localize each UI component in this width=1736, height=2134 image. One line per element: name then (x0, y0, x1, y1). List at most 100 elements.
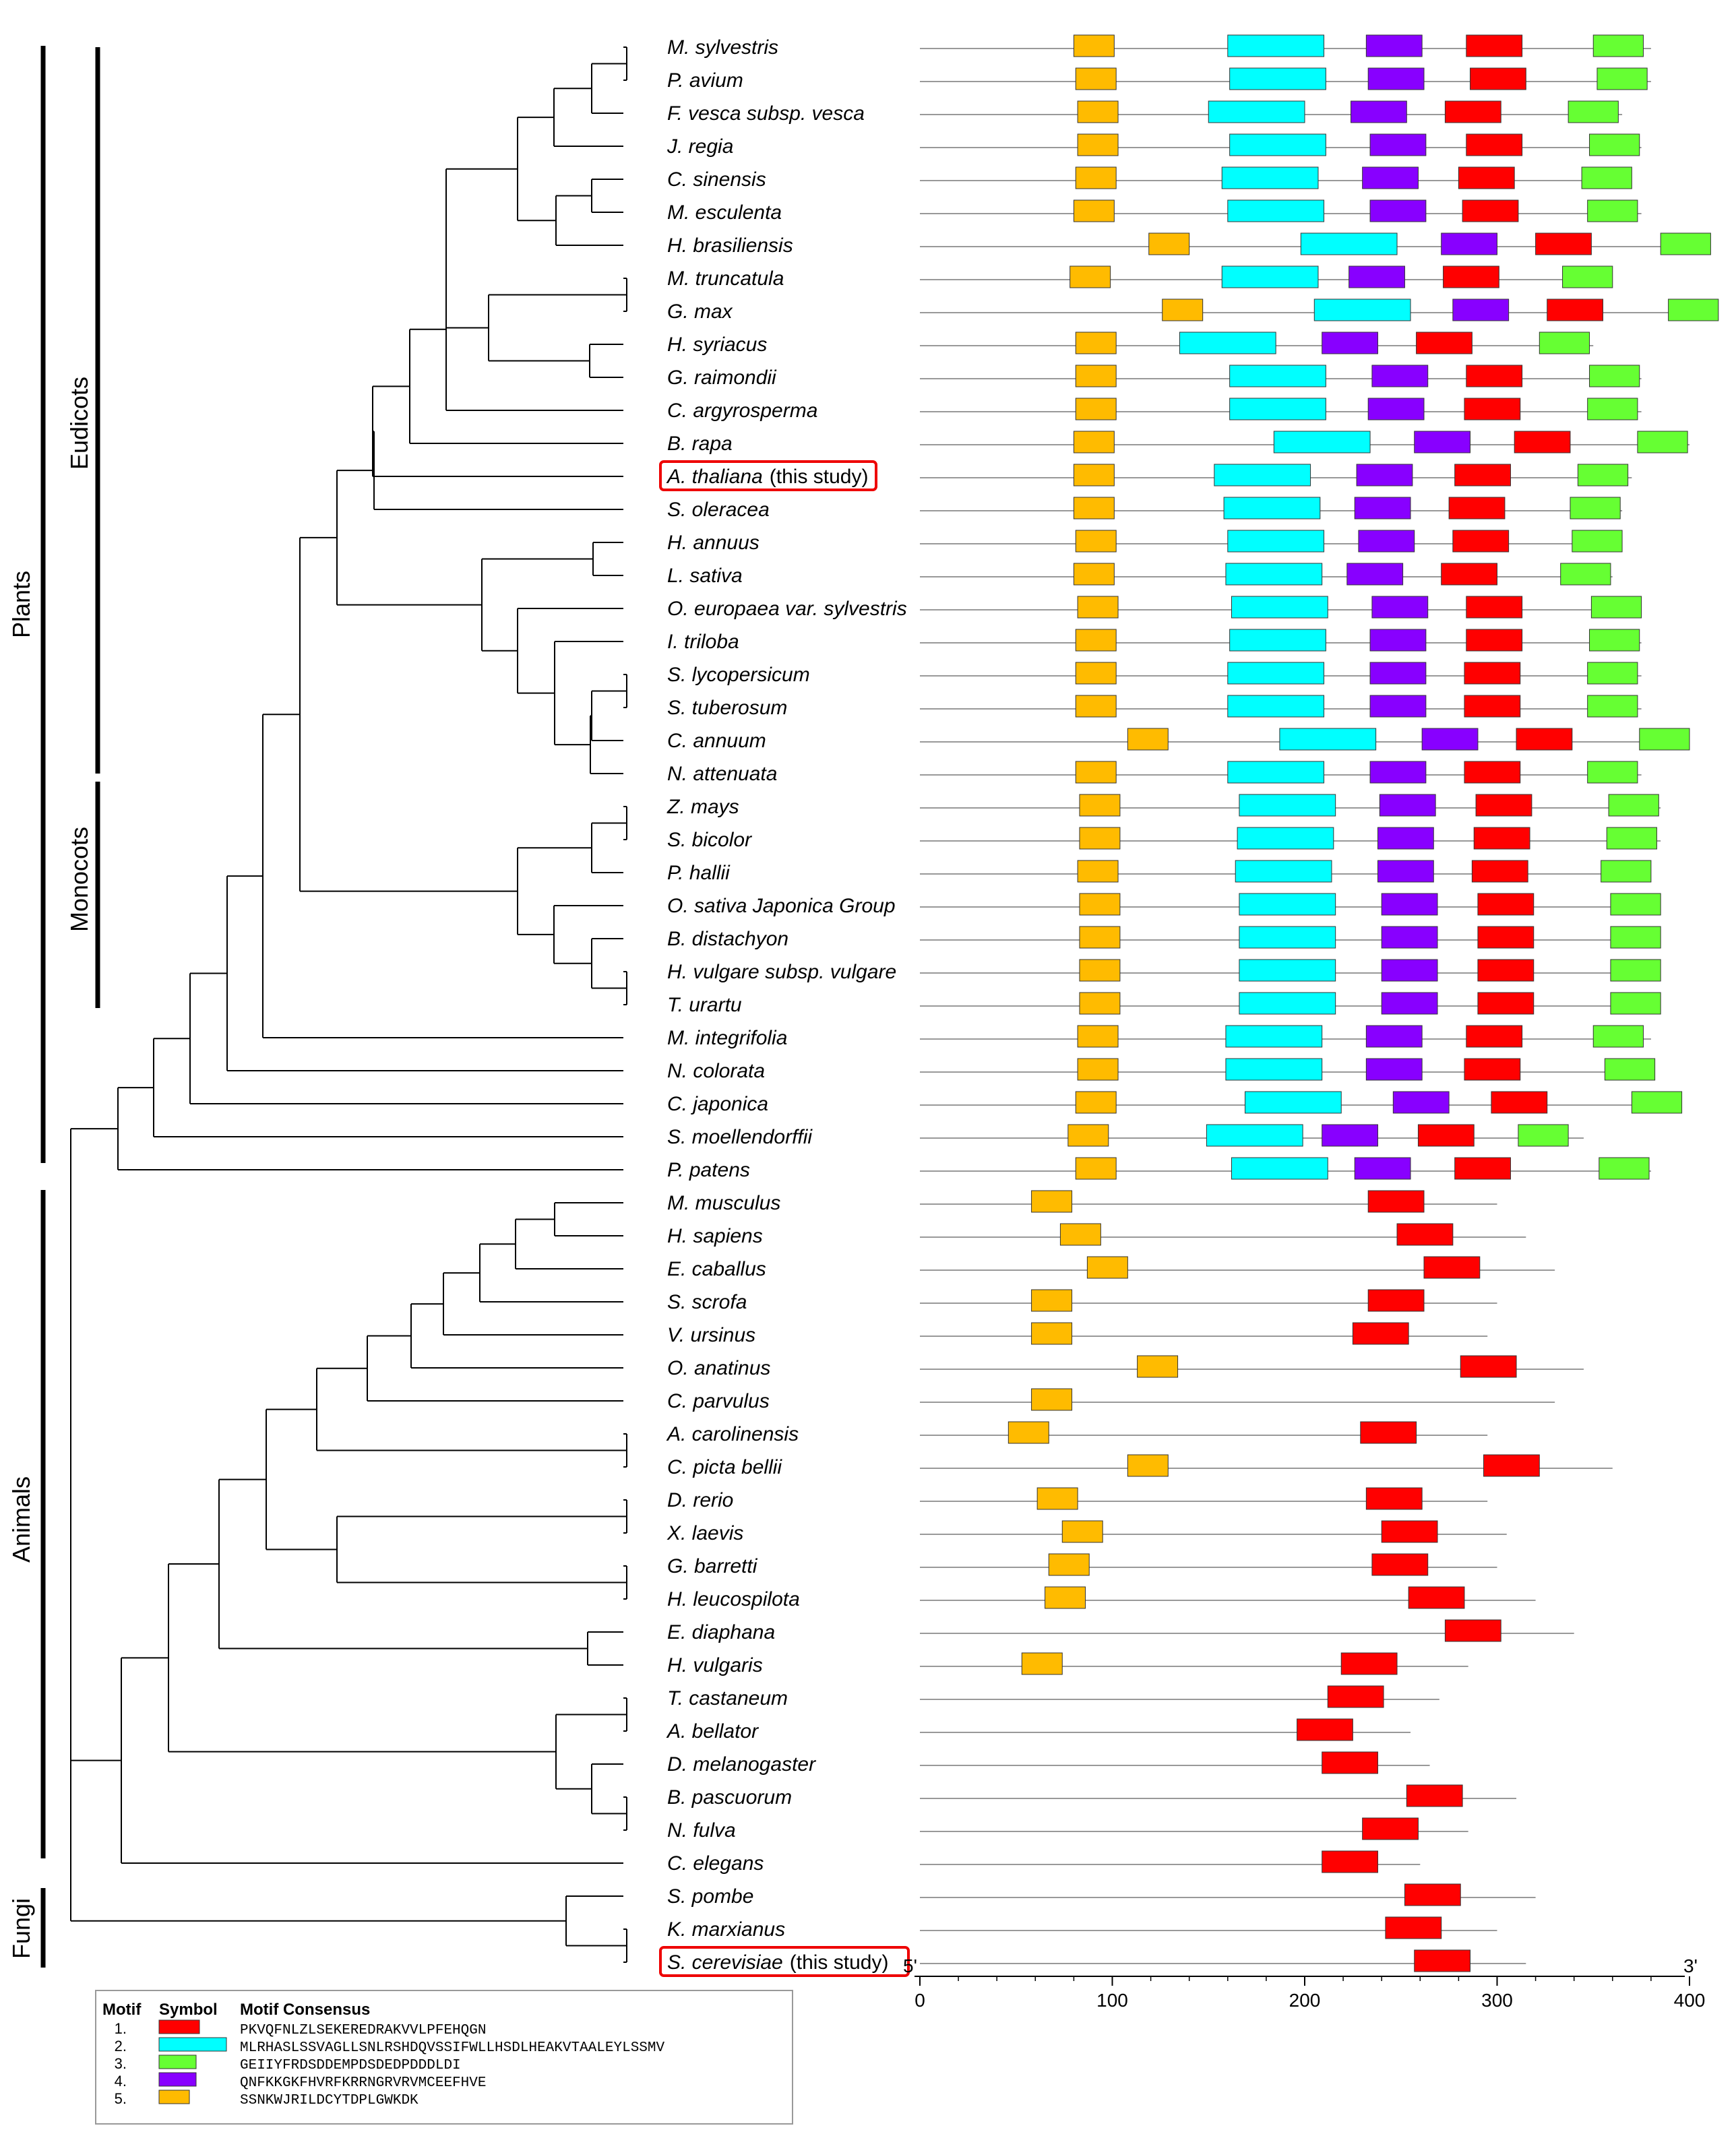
taxon-species: E. diaphana (667, 1621, 775, 1643)
taxon-species: H. syriacus (667, 334, 767, 356)
taxon-species: M. sylvestris (667, 36, 778, 59)
motif-4-box (1322, 1124, 1378, 1147)
taxon-name: B. distachyon (667, 928, 788, 950)
taxon-species: M. truncatula (667, 268, 784, 290)
motif-5-box (1075, 67, 1117, 90)
motif-5-box (1031, 1289, 1073, 1312)
taxon-name: M. truncatula (667, 268, 784, 290)
taxon-label: O. sativa Japonica Group (667, 895, 896, 917)
taxon-label: O. europaea var. sylvestris (667, 598, 907, 620)
motif-5-box (1031, 1322, 1073, 1345)
motif-5-box (1045, 1586, 1086, 1609)
taxon-label: S. oleracea (667, 499, 770, 521)
motif-1-box (1423, 1256, 1481, 1279)
motif-2-box (1229, 67, 1326, 90)
taxon-name: N. attenuata (667, 763, 777, 785)
motif-1-box (1322, 1751, 1378, 1774)
motif-track (920, 1157, 1651, 1180)
motif-track (920, 1355, 1584, 1378)
motif-2-box (1214, 464, 1311, 487)
motif-5-box (1077, 100, 1119, 123)
taxon-name: A. bellator (666, 1720, 759, 1743)
motif-3-box (1562, 265, 1613, 288)
motif-1-box (1466, 34, 1523, 57)
motif-legend: Motif Symbol Motif Consensus 1. PKVQFNLZL… (95, 1990, 793, 2125)
motif-track (920, 464, 1632, 487)
motif-track (920, 794, 1661, 817)
axis-tick-label: 100 (1096, 1990, 1128, 2011)
taxon-species: M. integrifolia (667, 1027, 787, 1049)
highlight-box (659, 1946, 910, 1977)
motif-2-box (1229, 133, 1326, 156)
motif-4-box (1369, 199, 1427, 222)
taxon-label: D. rerio (667, 1489, 733, 1511)
taxon-species: S. tuberosum (667, 697, 787, 719)
taxon-label: S. lycopersicum (667, 664, 810, 686)
highlight-box (659, 460, 877, 491)
motif-track (920, 596, 1642, 619)
taxon-species: M. esculenta (667, 201, 782, 224)
motif-5-box (1073, 497, 1115, 520)
taxon-species: O. anatinus (667, 1357, 770, 1379)
taxon-label: Z. mays (666, 796, 739, 818)
axis-tick-label: 400 (1674, 1990, 1706, 2011)
plants-label: Plants (7, 571, 35, 638)
motif-track (920, 166, 1632, 189)
taxon-name: S. lycopersicum (667, 664, 810, 686)
motif-track (920, 1421, 1488, 1444)
motif-2-box (1313, 299, 1411, 321)
taxon-species: B. distachyon (667, 928, 788, 950)
motif-1-box (1448, 497, 1506, 520)
motif-2-box (1231, 596, 1328, 619)
taxon-name: S. tuberosum (667, 697, 787, 719)
motif-5-box (1127, 1454, 1169, 1477)
motif-track (920, 199, 1642, 222)
motif-track (920, 1256, 1555, 1279)
motif-3-box (1596, 67, 1648, 90)
taxon-name: S. bicolor (667, 829, 752, 851)
taxon-species: C. elegans (667, 1852, 764, 1875)
motif-3-box (1568, 100, 1619, 123)
motif-5-box (1079, 959, 1121, 982)
taxon-label: G. max (667, 301, 733, 323)
taxon-name: C. picta bellii (667, 1456, 782, 1478)
motif-2-box (1227, 34, 1325, 57)
motif-1-box (1466, 133, 1523, 156)
motif-2-box (1244, 1091, 1342, 1114)
taxon-name: M. esculenta (667, 201, 782, 224)
motif-2-box (1221, 166, 1319, 189)
taxon-name: G. raimondii (667, 367, 777, 389)
taxon-label: N. fulva (667, 1819, 736, 1842)
motif-3-box (1572, 530, 1623, 553)
motif-1-box (1417, 1124, 1475, 1147)
motif-1-box (1460, 1355, 1517, 1378)
taxon-species: C. picta bellii (667, 1456, 782, 1478)
motif-4-box (1369, 629, 1427, 652)
motif-1-box (1466, 629, 1523, 652)
taxon-species: O. sativa Japonica Group (667, 895, 896, 917)
motif-3-box (1601, 860, 1652, 883)
motif-4-box (1365, 1058, 1423, 1081)
taxon-label: P. hallii (667, 862, 731, 884)
motif-1-box (1454, 1157, 1511, 1180)
motif-5-box (1162, 299, 1204, 321)
taxon-name: O. sativa Japonica Group (667, 895, 896, 917)
motif-1-box (1381, 1520, 1438, 1543)
taxon-species: H. leucospilota (667, 1588, 800, 1610)
motif-5-box (1077, 860, 1119, 883)
motif-2-box (1227, 199, 1325, 222)
motif-track (920, 1916, 1497, 1939)
motif-track (920, 1718, 1411, 1741)
taxon-label: B. pascuorum (667, 1786, 792, 1809)
motif-5-box (1079, 926, 1121, 949)
taxon-species: A. carolinensis (666, 1423, 799, 1445)
taxon-name: S. scrofa (667, 1291, 747, 1313)
motif-1-box (1416, 332, 1472, 354)
motif-track (920, 1520, 1507, 1543)
motif-track (920, 1619, 1574, 1642)
motif-4-box (1358, 530, 1415, 553)
taxon-species: D. melanogaster (667, 1753, 816, 1776)
motif-5-box (1075, 530, 1117, 553)
motif-5-box (1075, 398, 1117, 420)
motif-1-box (1444, 100, 1501, 123)
